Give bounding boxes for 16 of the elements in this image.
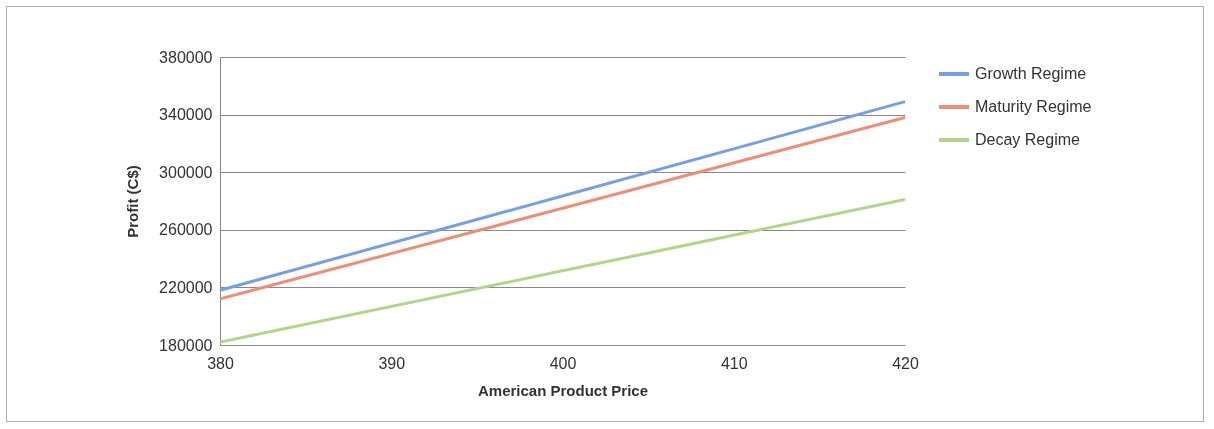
y-tick-label: 300000 — [159, 163, 213, 181]
x-axis-title: American Product Price — [477, 381, 649, 399]
x-tick-label: 410 — [720, 354, 748, 372]
legend-label: Growth Regime — [975, 65, 1087, 82]
y-axis-title: Profit (C$) — [124, 165, 142, 238]
y-tick-label: 380000 — [159, 48, 213, 66]
legend-label: Decay Regime — [975, 131, 1081, 148]
legend-label: Maturity Regime — [975, 98, 1092, 115]
x-tick-label: 400 — [549, 354, 577, 372]
y-tick-label: 260000 — [159, 221, 213, 239]
x-tick-label: 420 — [892, 354, 919, 372]
y-tick-label: 220000 — [159, 278, 213, 296]
y-tick-label: 180000 — [159, 336, 213, 354]
y-tick-label: 340000 — [159, 106, 213, 124]
x-tick-label: 380 — [207, 354, 234, 372]
x-tick-label: 390 — [378, 354, 406, 372]
